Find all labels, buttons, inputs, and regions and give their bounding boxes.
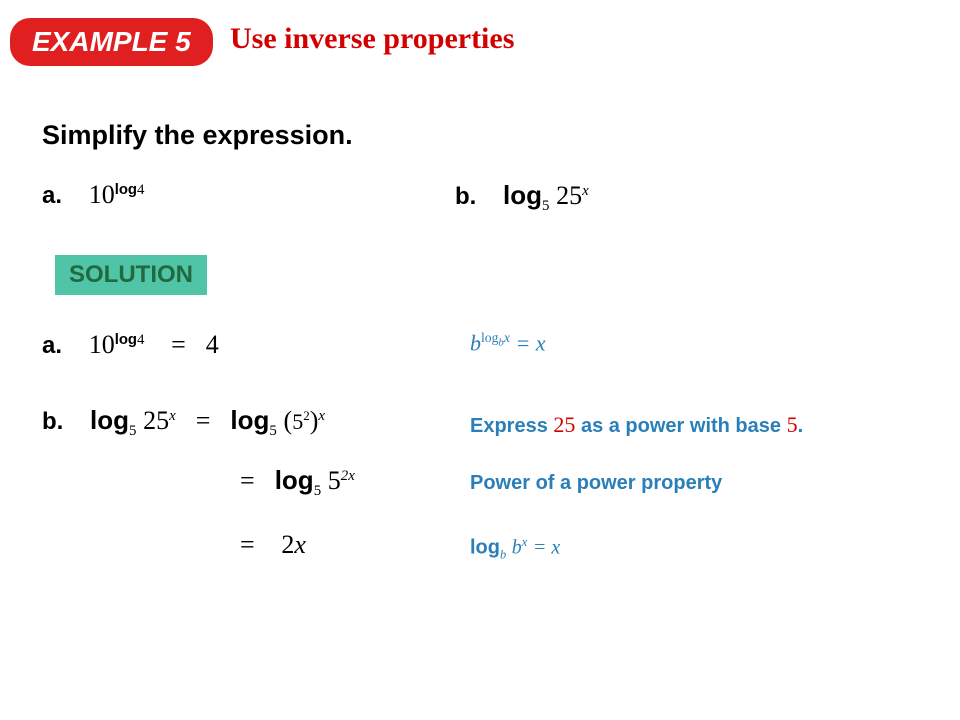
sol-b3-coef: 2 — [281, 530, 294, 559]
r3-b: b — [512, 537, 522, 559]
problem-a-exp-fn: log — [115, 182, 137, 198]
sol-b1-lparen: ( — [284, 406, 293, 435]
problem-b-fn: log — [503, 180, 542, 210]
r1-a: Express — [470, 415, 553, 437]
problem-a-base: 10 — [89, 180, 115, 209]
sol-b1-argexp: x — [169, 408, 176, 424]
sol-b2-argbase: 5 — [328, 466, 341, 495]
sol-b1-inner-base: 5 — [292, 409, 303, 434]
sol-b3-var: x — [294, 530, 306, 559]
sol-a-exp-fn: log — [115, 332, 137, 348]
rule-x: x — [504, 330, 510, 345]
sol-b2-fn: log — [275, 465, 314, 495]
solution-b-line3-reason: logb bx = x — [470, 535, 560, 563]
r1-mid: as a power with base — [575, 415, 786, 437]
problem-b: b. log5 25x — [455, 180, 589, 215]
sol-b1-eq: = — [196, 406, 211, 435]
solution-b-line2: = log5 52x — [240, 465, 355, 500]
r1-end: . — [798, 415, 804, 437]
solution-b-line1: b. log5 25x = log5 (52)x — [42, 405, 325, 440]
sol-b1-fn: log — [90, 405, 129, 435]
instruction-text: Simplify the expression. — [42, 120, 353, 151]
rule-eq: = x — [515, 330, 545, 355]
sol-b1-rhs-fn: log — [230, 405, 269, 435]
solution-b-line3: = 2x — [240, 530, 306, 560]
solution-a: a. 10log4 = 4 — [42, 330, 219, 360]
sol-b2-sub: 5 — [314, 483, 321, 499]
solution-a-rule: blogbx = x — [470, 330, 546, 356]
rule-fn: log — [481, 330, 498, 345]
r1-hl1: 25 — [553, 412, 575, 437]
page-title: Use inverse properties — [230, 22, 514, 56]
sol-a-label: a. — [42, 332, 62, 359]
problem-a: a. 10log4 — [42, 180, 144, 210]
r3-sub: b — [500, 548, 506, 562]
sol-b1-argbase: 25 — [143, 406, 169, 435]
sol-b3-eq: = — [240, 530, 255, 559]
problem-a-label: a. — [42, 182, 62, 209]
r1-hl2: 5 — [787, 412, 798, 437]
solution-b-line2-reason: Power of a power property — [470, 472, 722, 495]
problem-a-exp-arg: 4 — [137, 182, 144, 198]
solution-label: SOLUTION — [55, 255, 207, 295]
problem-b-sub: 5 — [542, 198, 549, 214]
sol-b1-outer-exp: x — [318, 408, 325, 424]
sol-b2-eq: = — [240, 466, 255, 495]
sol-b1-rhs-sub: 5 — [269, 423, 276, 439]
sol-b1-sub: 5 — [129, 423, 136, 439]
sol-b2-argexp: 2x — [341, 468, 355, 484]
r3-exp: x — [522, 535, 528, 549]
sol-a-exp-arg: 4 — [137, 332, 144, 348]
sol-b-label: b. — [42, 408, 63, 435]
rule-b: b — [470, 330, 481, 355]
solution-b-line1-reason: Express 25 as a power with base 5. — [470, 412, 803, 438]
problem-b-arg-exp: x — [582, 183, 589, 199]
problem-b-arg-base: 25 — [556, 181, 582, 210]
r3-fn: log — [470, 537, 500, 559]
r3-eq: = x — [533, 537, 560, 559]
sol-a-eq: = — [171, 330, 186, 359]
problem-b-label: b. — [455, 183, 476, 210]
sol-a-result: 4 — [206, 330, 219, 359]
sol-a-base: 10 — [89, 330, 115, 359]
example-badge: EXAMPLE 5 — [10, 18, 213, 66]
